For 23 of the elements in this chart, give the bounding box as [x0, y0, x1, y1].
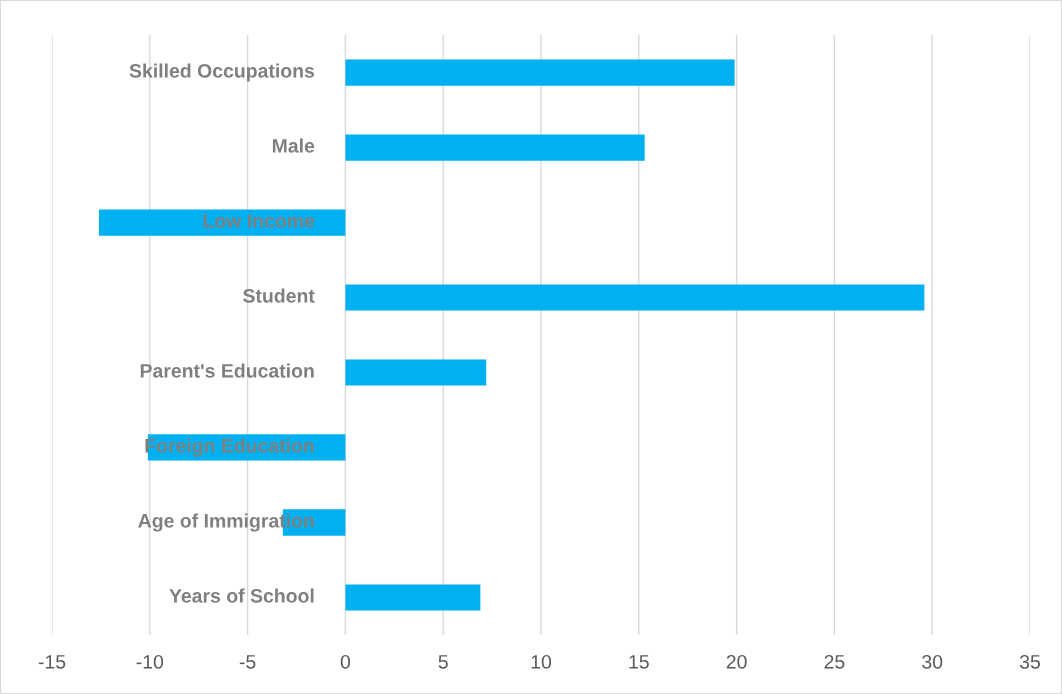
y-tick-label: Low Income — [203, 214, 315, 228]
x-tick-label: 20 — [726, 654, 747, 669]
y-tick-label: Male — [272, 138, 315, 153]
x-tick-label: 25 — [824, 654, 845, 669]
y-tick-label: Student — [243, 288, 315, 303]
x-tick-label: 30 — [922, 654, 943, 669]
x-tick-label: 15 — [629, 655, 649, 669]
bar — [98, 209, 346, 236]
x-tick-label: -10 — [136, 654, 164, 669]
bar — [345, 584, 481, 611]
bar — [345, 59, 735, 86]
x-tick-label: 0 — [340, 654, 351, 669]
y-tick-label: Parent's Education — [140, 363, 314, 378]
bar — [345, 134, 645, 161]
bar — [345, 284, 925, 311]
y-tick-label: Skilled Occupations — [129, 63, 315, 82]
x-tick-label: -15 — [38, 655, 66, 669]
bar — [345, 359, 487, 386]
x-tick-label: -5 — [239, 655, 256, 669]
x-tick-label: 5 — [438, 655, 448, 669]
x-tick-label: 10 — [531, 654, 552, 669]
y-tick-label: Years of School — [169, 588, 314, 603]
x-tick-label: 35 — [1019, 654, 1040, 669]
